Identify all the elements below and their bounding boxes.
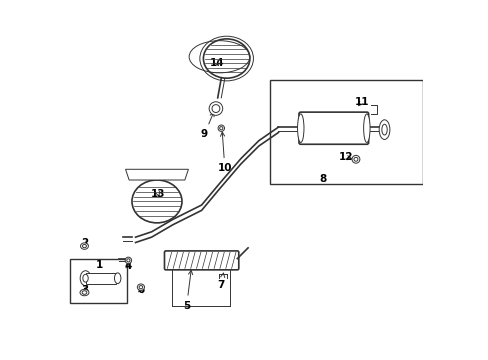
Ellipse shape xyxy=(381,124,386,135)
Ellipse shape xyxy=(297,114,304,143)
Ellipse shape xyxy=(212,105,220,112)
Ellipse shape xyxy=(363,114,369,143)
Ellipse shape xyxy=(139,285,142,289)
Ellipse shape xyxy=(80,289,89,296)
FancyBboxPatch shape xyxy=(298,112,368,144)
Text: 13: 13 xyxy=(150,189,165,199)
Ellipse shape xyxy=(219,127,223,130)
Ellipse shape xyxy=(81,243,88,249)
Text: 5: 5 xyxy=(183,270,192,311)
Text: 9: 9 xyxy=(201,112,214,139)
Text: 10: 10 xyxy=(217,132,232,173)
Ellipse shape xyxy=(80,271,91,286)
Ellipse shape xyxy=(82,244,86,248)
Text: 4: 4 xyxy=(124,261,132,271)
Ellipse shape xyxy=(132,180,182,223)
Text: 3: 3 xyxy=(81,285,88,295)
Text: 1: 1 xyxy=(96,260,103,270)
Ellipse shape xyxy=(82,291,86,294)
Text: 8: 8 xyxy=(319,174,326,184)
Text: 6: 6 xyxy=(137,285,144,296)
Ellipse shape xyxy=(378,120,389,139)
Text: 12: 12 xyxy=(338,153,353,162)
Ellipse shape xyxy=(351,156,359,163)
Bar xyxy=(269,80,422,184)
Ellipse shape xyxy=(137,284,144,291)
Ellipse shape xyxy=(82,274,88,282)
Ellipse shape xyxy=(353,157,357,161)
Ellipse shape xyxy=(126,259,130,262)
Ellipse shape xyxy=(125,257,131,264)
Polygon shape xyxy=(125,169,188,180)
Text: 11: 11 xyxy=(354,97,368,107)
Ellipse shape xyxy=(114,273,121,284)
Text: 7: 7 xyxy=(217,273,224,290)
Bar xyxy=(70,258,127,303)
Text: 14: 14 xyxy=(209,58,224,68)
Bar xyxy=(85,273,116,284)
Ellipse shape xyxy=(209,102,222,115)
Ellipse shape xyxy=(218,125,224,131)
FancyBboxPatch shape xyxy=(164,251,238,270)
Text: 2: 2 xyxy=(81,238,88,248)
Ellipse shape xyxy=(203,39,249,78)
